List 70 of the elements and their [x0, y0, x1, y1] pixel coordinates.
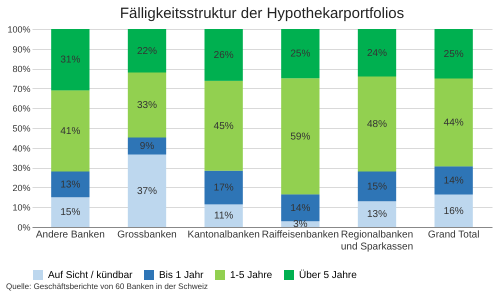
y-tick-label: 100%: [7, 24, 30, 34]
x-tick-label: Raiffeisenbanken: [262, 230, 339, 240]
bar: [434, 29, 473, 78]
data-label: 22%: [136, 46, 158, 57]
chart-title: Fälligkeitsstruktur der Hypothekarportfolios: [120, 5, 404, 22]
y-tick-label: 70%: [12, 84, 30, 94]
bar: [204, 204, 243, 227]
y-tick-label: 40%: [12, 143, 30, 154]
data-label: 33%: [136, 100, 158, 112]
bar: [51, 197, 90, 227]
bar: [358, 172, 396, 202]
bar: [204, 29, 243, 81]
bar: [51, 172, 90, 198]
data-label: 31%: [60, 54, 80, 66]
data-label: 48%: [366, 119, 388, 130]
data-label: 41%: [60, 126, 80, 137]
y-tick-label: 80%: [12, 64, 30, 74]
legend-label: Über 5 Jahre: [299, 269, 358, 281]
bar: [281, 194, 320, 222]
data-label: 17%: [214, 182, 234, 194]
data-label: 59%: [290, 131, 310, 142]
y-tick-label: 50%: [12, 124, 30, 134]
bar: [128, 29, 166, 73]
x-tick-label: Grossbanken: [117, 230, 177, 240]
bar: [434, 166, 473, 195]
data-label: 14%: [290, 202, 310, 214]
bar: [204, 80, 243, 171]
data-label: 14%: [444, 175, 464, 186]
bar: [281, 29, 320, 78]
data-label: 24%: [366, 48, 388, 59]
data-label: 13%: [60, 179, 80, 190]
y-tick-label: 20%: [12, 182, 30, 193]
data-label: 13%: [366, 209, 388, 220]
bar: [128, 154, 166, 227]
data-label: 15%: [366, 181, 388, 192]
y-tick-label: 0%: [17, 222, 30, 232]
data-label: 16%: [444, 206, 464, 217]
x-tick-label: Andere Banken: [36, 230, 105, 240]
x-tick-label: Kantonalbanken: [188, 230, 260, 240]
bar: [128, 138, 166, 155]
bar: [358, 29, 396, 77]
legend-label: 1-5 Jahre: [230, 270, 273, 281]
bar: [281, 78, 320, 194]
x-tick-label: Regionalbanken und Sparkassen: [340, 230, 414, 252]
bar: [204, 170, 243, 204]
y-tick-label: 90%: [12, 44, 30, 54]
bar: [434, 78, 473, 166]
data-label: 26%: [214, 50, 234, 61]
data-label: 9%: [140, 141, 154, 152]
data-label: 3%: [293, 219, 308, 230]
source-note: Quelle: Geschäftsberichte von 60 Banken in der Schweiz: [6, 282, 209, 291]
legend-label: Auf Sicht / kündbar: [48, 270, 134, 281]
data-label: 44%: [444, 117, 464, 128]
bar: [51, 90, 90, 172]
data-label: 45%: [214, 120, 234, 132]
data-label: 37%: [136, 186, 158, 197]
bar: [128, 72, 166, 138]
bar: [434, 194, 473, 227]
bar: [51, 29, 90, 90]
y-tick-label: 30%: [12, 163, 30, 174]
bar: [358, 76, 396, 172]
data-label: 25%: [290, 48, 310, 60]
data-label: 15%: [60, 207, 80, 218]
y-tick-label: 60%: [12, 104, 30, 114]
data-label: 25%: [444, 48, 464, 60]
bar: [358, 201, 396, 227]
y-tick-label: 10%: [12, 202, 30, 213]
data-label: 11%: [214, 210, 234, 222]
legend-label: Bis 1 Jahr: [159, 270, 204, 281]
x-tick-label: Grand Total: [428, 230, 480, 240]
